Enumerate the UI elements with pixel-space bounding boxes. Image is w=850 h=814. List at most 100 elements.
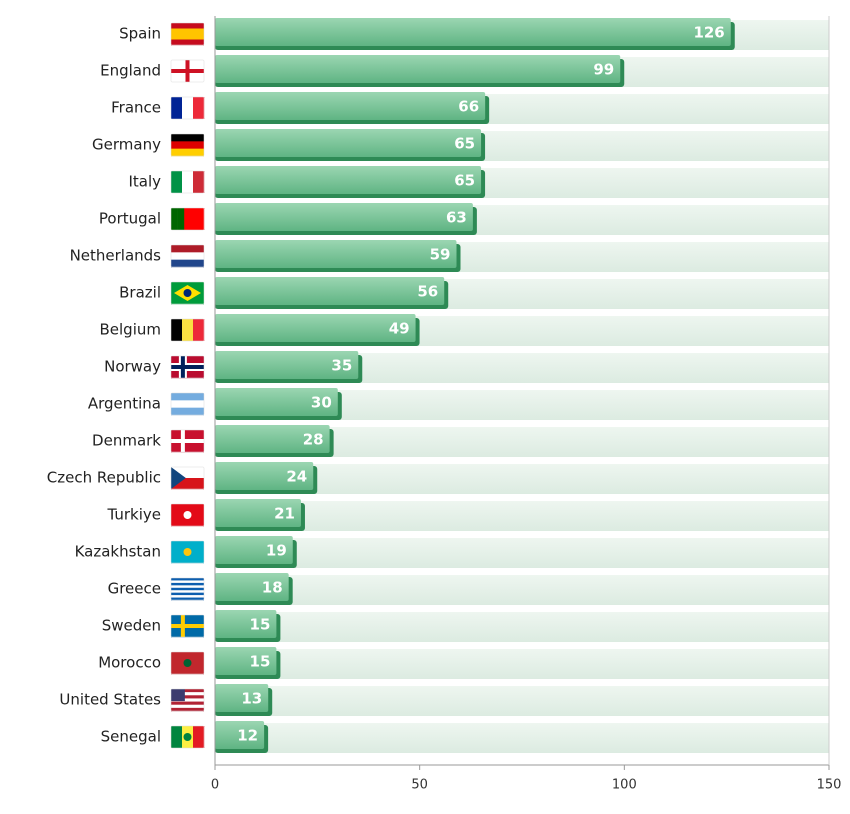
flag [170, 429, 205, 453]
bar [215, 55, 621, 83]
value-label: 126 [693, 24, 724, 42]
flag-border [170, 355, 205, 379]
bar [215, 610, 277, 638]
flag-cross [171, 624, 204, 628]
x-tick-label: 50 [411, 778, 428, 793]
value-label: 18 [262, 579, 283, 597]
flag-border [170, 503, 205, 527]
flag-cross [171, 439, 204, 443]
value-label: 49 [389, 320, 410, 338]
flag-border [170, 133, 205, 157]
flag [170, 96, 205, 120]
flag-stripe [171, 148, 204, 157]
value-label: 66 [458, 98, 479, 116]
bar [215, 203, 473, 231]
category-label: Brazil [119, 284, 161, 302]
category-label: Norway [104, 358, 161, 376]
category-label: Senegal [101, 728, 161, 746]
flag-border [170, 688, 205, 712]
flag [170, 503, 205, 527]
value-label: 28 [303, 431, 324, 449]
category-label: Netherlands [70, 247, 162, 265]
flag-stripe [171, 692, 204, 696]
flag-border [170, 96, 205, 120]
value-label: 19 [266, 542, 287, 560]
bar [215, 18, 731, 46]
bar [215, 351, 359, 379]
category-label: Spain [119, 25, 161, 43]
bar [215, 647, 277, 675]
flag-stripe [184, 208, 192, 230]
category-label: Germany [92, 136, 161, 154]
flag [170, 355, 205, 379]
category-label: Belgium [100, 321, 162, 339]
flag-border [170, 392, 205, 416]
flag-border [170, 725, 205, 749]
track [215, 575, 829, 605]
category-label: England [100, 62, 161, 80]
flag-canton [171, 689, 185, 702]
flag [170, 651, 205, 675]
flag-stripe [171, 726, 183, 748]
flag-border [170, 244, 205, 268]
flag-border [170, 207, 205, 231]
flag-stripe [171, 23, 204, 29]
flag [170, 466, 205, 490]
flag-border [170, 22, 205, 46]
category-label: Argentina [88, 395, 161, 413]
flag [170, 688, 205, 712]
flag-stripe [171, 578, 204, 581]
flag-cross [171, 365, 204, 369]
flag-stripe [190, 208, 198, 230]
flag-stripe [193, 97, 205, 119]
flag-border [170, 577, 205, 601]
track [215, 464, 829, 494]
category-label: Greece [108, 580, 161, 598]
flag-cross [171, 69, 204, 73]
bar [215, 684, 269, 712]
flag [170, 577, 205, 601]
track [215, 649, 829, 679]
flag-stripe [182, 319, 194, 341]
bar [215, 92, 486, 120]
flag-stripe [171, 28, 204, 35]
flag-stripe [171, 698, 204, 702]
flag-border [170, 59, 205, 83]
value-label: 65 [454, 172, 475, 190]
flag-emblem [183, 659, 192, 667]
flag-border [170, 318, 205, 342]
track [215, 723, 829, 753]
flag [170, 318, 205, 342]
flag-stripe [171, 39, 204, 46]
flag [170, 614, 205, 638]
flag-border [170, 281, 205, 305]
flag [170, 207, 205, 231]
flag-stripe [177, 208, 185, 230]
category-label: Portugal [99, 210, 161, 228]
value-label: 65 [454, 135, 475, 153]
flag-stripe [171, 319, 183, 341]
flag [170, 170, 205, 194]
category-label: Czech Republic [47, 469, 161, 487]
flag-stripe [182, 171, 194, 193]
flag-stripe [171, 695, 204, 699]
flag-stripe [171, 171, 183, 193]
flag [170, 540, 205, 564]
track [215, 686, 829, 716]
flag-emblem [183, 511, 192, 519]
flag [170, 22, 205, 46]
flag-stripe [171, 467, 204, 479]
value-label: 56 [417, 283, 438, 301]
flag-stripe [197, 208, 205, 230]
x-tick-label: 100 [612, 778, 637, 793]
flag-stripe [171, 478, 204, 490]
flag-stripe [171, 580, 204, 584]
flag-stripe [171, 701, 204, 706]
flag [170, 392, 205, 416]
flag-border [170, 651, 205, 675]
flag-stripe [171, 704, 204, 709]
value-label: 99 [593, 61, 614, 79]
flag-stripe [193, 171, 205, 193]
flag-triangle [171, 467, 186, 489]
